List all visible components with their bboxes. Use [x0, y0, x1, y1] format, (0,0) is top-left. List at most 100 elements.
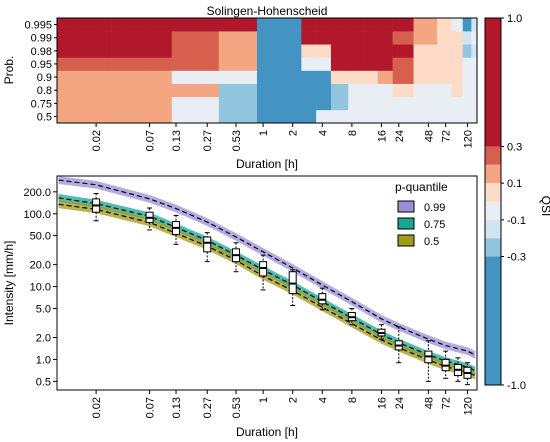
heatmap-cell: [471, 109, 478, 124]
heatmap-cell: [73, 57, 98, 71]
heatmap-cell: [471, 18, 478, 32]
heatmap-cell: [256, 96, 279, 111]
y-tick-label: 1.0: [36, 354, 51, 366]
colorbar: 1.0 0.3 0.1 -0.1 -0.3 -1.0: [484, 13, 526, 392]
x-tick-label: 72: [441, 130, 453, 142]
boxplot: [347, 308, 356, 326]
heatmap-y-ticks: 0.50.750.80.90.950.980.990.995: [24, 20, 57, 123]
colorbar-segment: [485, 146, 501, 165]
heatmap-cell: [195, 83, 220, 98]
x-tick-label: 72: [441, 397, 453, 409]
x-tick-label: 4: [317, 397, 329, 403]
heatmap-cell: [277, 18, 302, 32]
legend-label: 0.5: [424, 236, 439, 248]
heatmap-cell: [462, 31, 472, 45]
heatmap-y-tick-label: 0.9: [37, 72, 52, 84]
heatmap-cell: [348, 18, 364, 32]
heatmap-cell: [413, 31, 438, 45]
heatmap-cell: [111, 57, 127, 71]
heatmap-cell: [256, 57, 279, 71]
heatmap-cell: [57, 109, 74, 124]
boxplot: [441, 350, 450, 379]
heatmap-cell: [256, 44, 279, 58]
x-tick-label: 24: [394, 130, 406, 142]
heatmap-cell: [377, 109, 393, 124]
heatmap-cell: [462, 44, 472, 58]
heatmap-cell: [126, 70, 147, 84]
heatmap-cell: [330, 44, 349, 58]
heatmap-cell: [316, 83, 332, 98]
heatmap-title: Solingen-Hohenscheid: [207, 4, 328, 18]
heatmap-cell: [126, 44, 147, 58]
heatmap-cell: [218, 31, 243, 45]
y-tick-label: 0.5: [36, 376, 51, 388]
heatmap-cell: [111, 96, 127, 111]
heatmap-ylabel: Prob.: [2, 56, 16, 85]
heatmap-cell: [392, 31, 414, 45]
quantile-band: [58, 194, 476, 375]
heatmap-cell: [195, 31, 220, 45]
quantile-bands: [58, 176, 476, 380]
x-tick-label: 0.02: [91, 397, 103, 418]
colorbar-segment: [485, 183, 501, 202]
heatmap-cell: [363, 109, 379, 124]
heatmap-cell: [451, 70, 464, 84]
heatmap-cell: [126, 83, 147, 98]
heatmap-cell: [462, 18, 472, 32]
plot-xlabel: Duration [h]: [236, 425, 298, 439]
heatmap-cell: [195, 109, 220, 124]
heatmap-cell: [330, 18, 349, 32]
heatmap-cell: [277, 96, 302, 111]
x-tick-label: 48: [423, 397, 435, 409]
heatmap-cell: [277, 70, 302, 84]
heatmap-cell: [256, 70, 279, 84]
heatmap-cell: [218, 83, 243, 98]
colorbar-label: QSI: [539, 196, 550, 217]
colorbar-segment: [485, 238, 501, 257]
heatmap-x-ticks: 0.02 0.07 0.13 0.27 0.53 1 2 4 8 16 24 48 72 120: [91, 123, 474, 151]
heatmap-cell: [171, 31, 196, 45]
heatmap-cell: [146, 18, 173, 32]
legend: p-quantile 0.99 0.75 0.5: [395, 180, 448, 248]
heatmap-cell: [348, 96, 364, 111]
heatmap-cell: [126, 57, 147, 71]
quantile-line: [58, 203, 476, 377]
heatmap-cell: [171, 96, 196, 111]
heatmap-cell: [462, 109, 472, 124]
quantile-band: [58, 200, 476, 380]
heatmap-cell: [348, 70, 364, 84]
heatmap-cell: [242, 18, 258, 32]
heatmap-cell: [330, 83, 349, 98]
heatmap-cell: [316, 31, 332, 45]
heatmap-cell: [316, 70, 332, 84]
heatmap-cell: [471, 31, 478, 45]
heatmap-cell: [377, 70, 393, 84]
quantile-series: [58, 194, 476, 375]
heatmap-cell: [218, 109, 243, 124]
heatmap-cell: [471, 83, 478, 98]
heatmap-cell: [73, 31, 98, 45]
heatmap-cell: [242, 44, 258, 58]
heatmap-cell: [462, 83, 472, 98]
heatmap-y-tick-label: 0.98: [31, 46, 52, 58]
heatmap-cell: [218, 96, 243, 111]
heatmap-cell: [242, 83, 258, 98]
boxplot: [463, 362, 472, 386]
quantile-series: [58, 176, 476, 359]
heatmap-cell: [437, 44, 453, 58]
legend-label: 0.99: [424, 202, 445, 214]
legend-swatch: [397, 217, 415, 230]
heatmap-cell: [146, 83, 173, 98]
colorbar-tick-label: -1.0: [507, 380, 526, 392]
x-tick-label: 8: [347, 130, 359, 136]
x-tick-label: 24: [394, 397, 406, 409]
heatmap-cell: [471, 96, 478, 111]
heatmap-cell: [171, 70, 196, 84]
heatmap-cell: [363, 83, 379, 98]
heatmap-cell: [301, 70, 317, 84]
x-tick-label: 4: [317, 130, 329, 136]
heatmap-cell: [218, 18, 243, 32]
heatmap-cell: [316, 96, 332, 111]
heatmap-cell: [195, 18, 220, 32]
